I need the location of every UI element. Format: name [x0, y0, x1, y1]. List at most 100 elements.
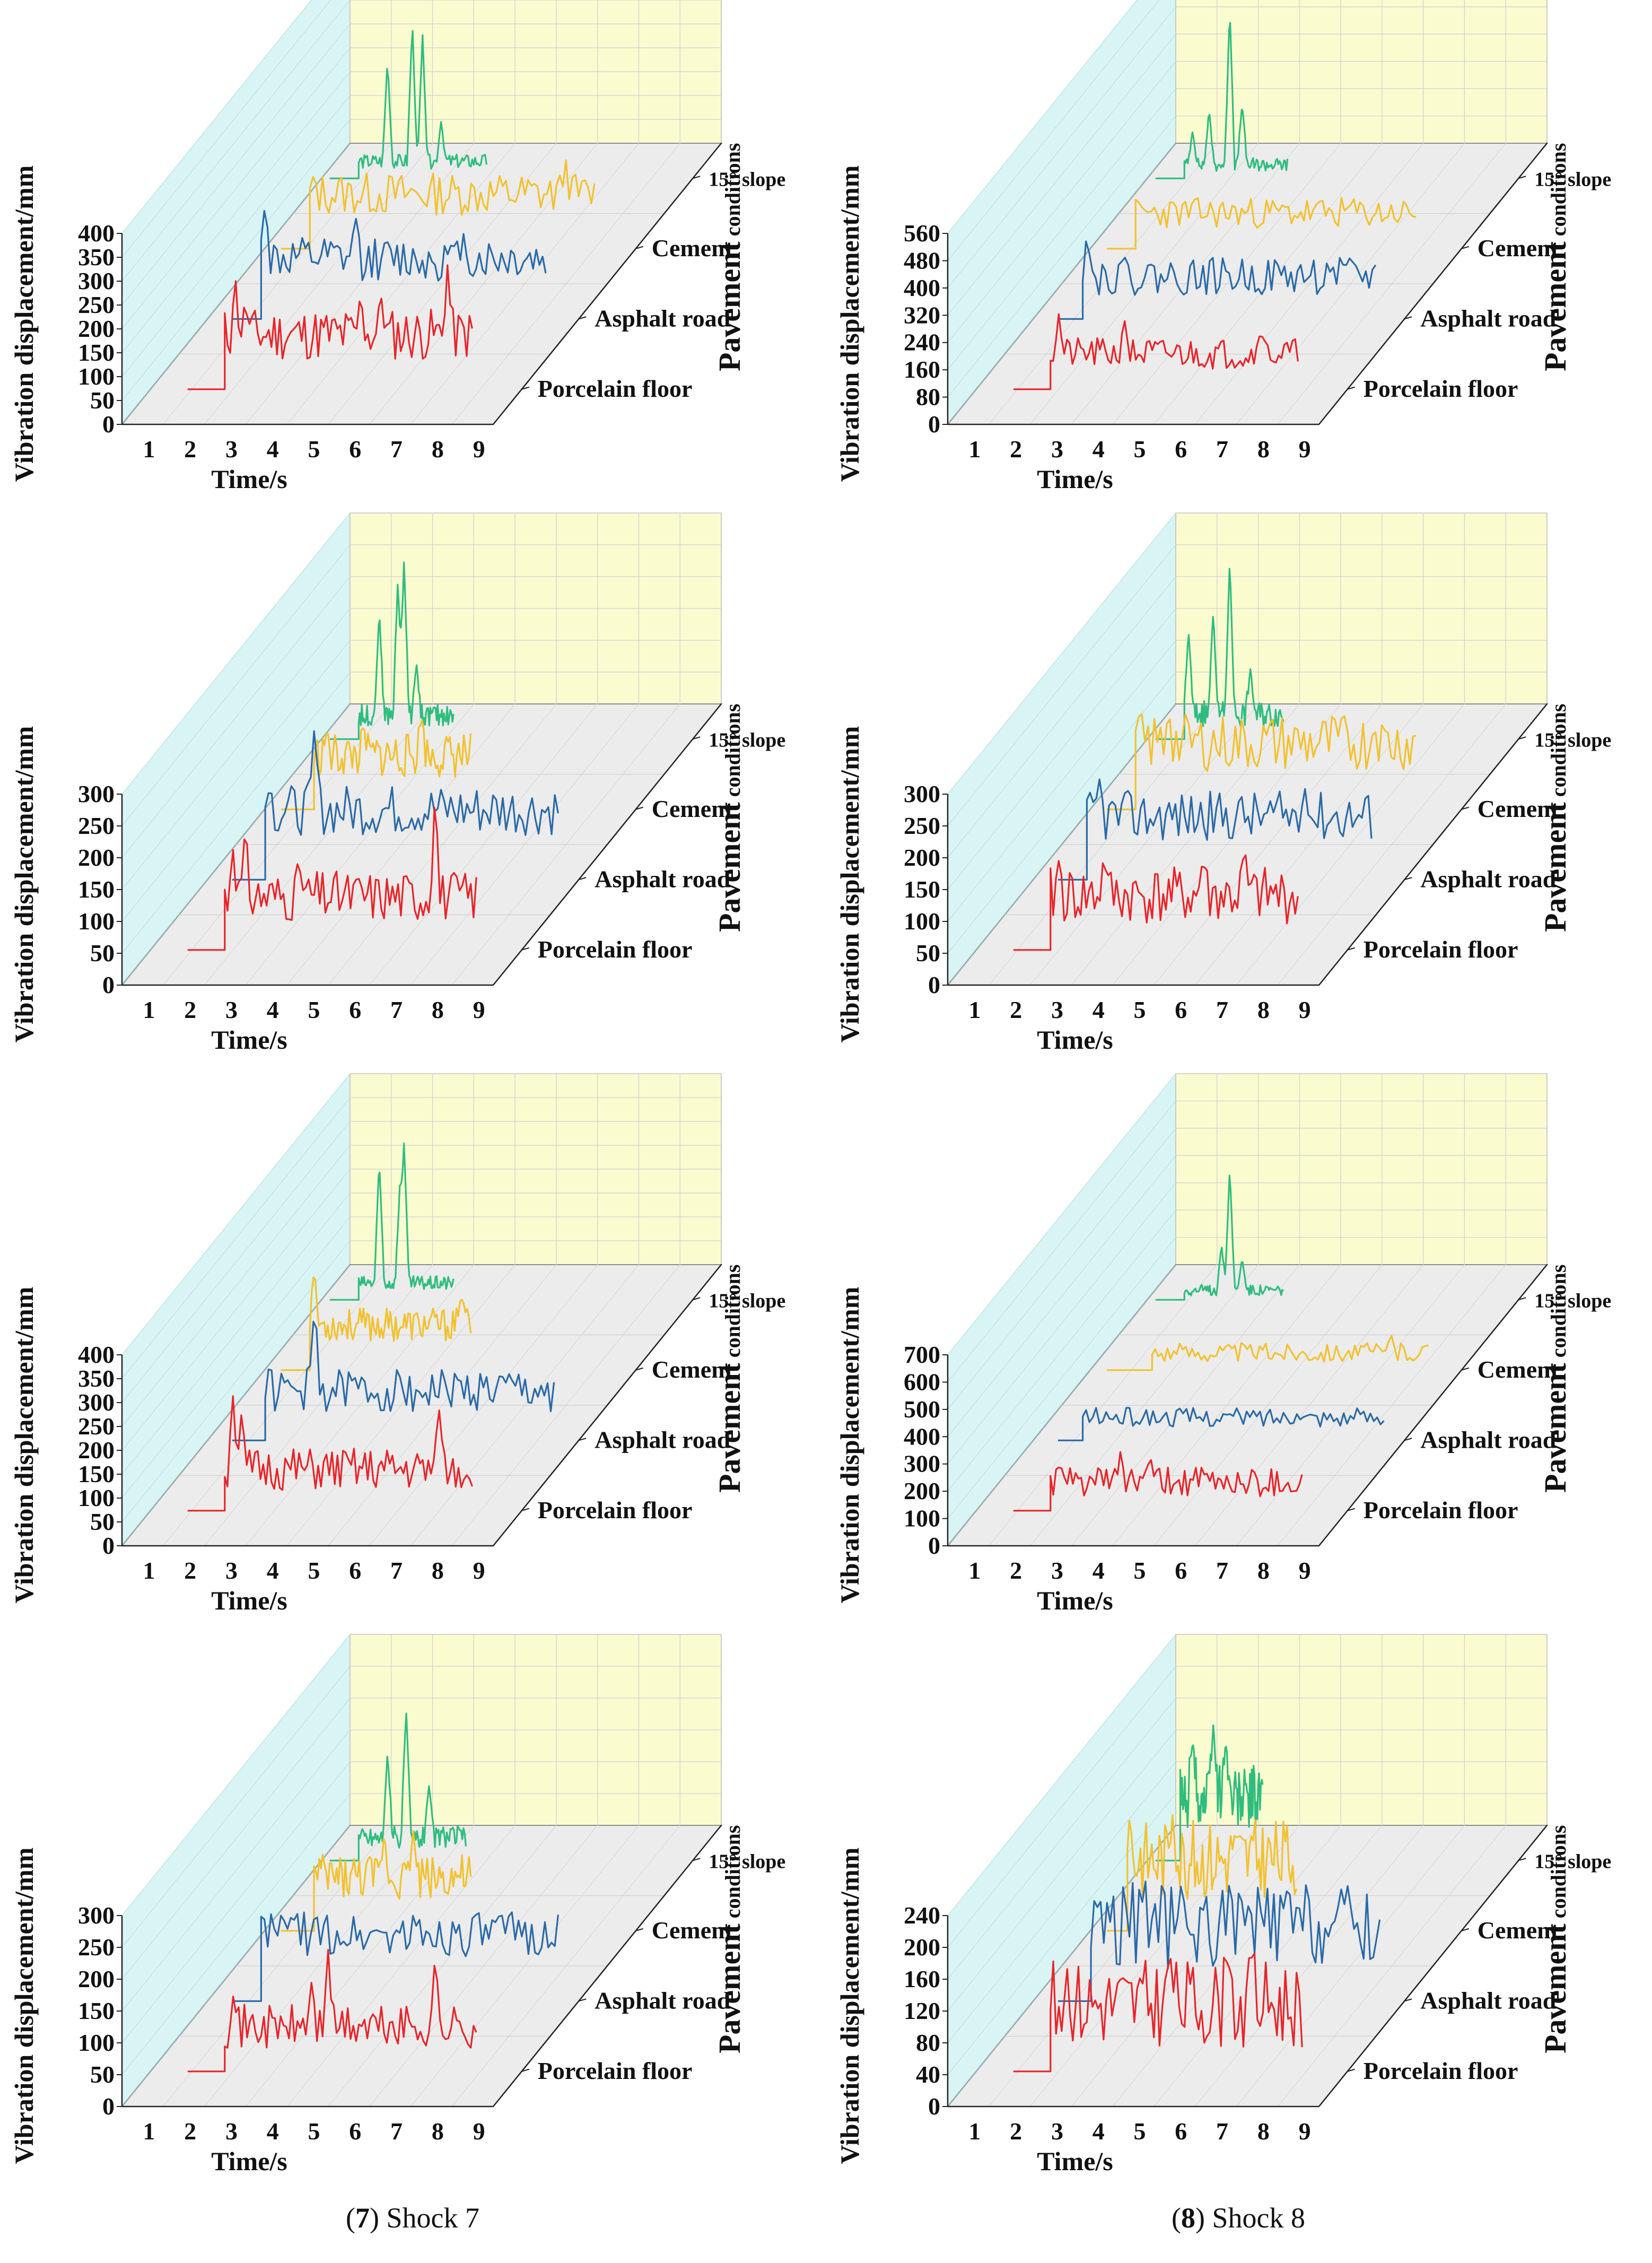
- x-tick-label: 1: [143, 1557, 155, 1584]
- series-line-porcelain-floor: [187, 1949, 477, 2073]
- y-tick-label: 300: [78, 780, 115, 807]
- x-tick-label: 6: [1175, 436, 1187, 463]
- z-axis-line: [493, 143, 722, 425]
- x-tick-label: 1: [143, 436, 155, 463]
- x-tick-label: 5: [1134, 436, 1146, 463]
- y-tick-label: 350: [78, 243, 115, 271]
- z-tick-mark: [1518, 1858, 1526, 1861]
- z-tick-mark: [1461, 246, 1470, 249]
- y-tick-label: 80: [916, 2029, 940, 2056]
- z-tick-mark: [1347, 386, 1356, 390]
- z-tick-mark: [1404, 316, 1412, 320]
- x-tick-label: 8: [1257, 1557, 1270, 1584]
- category-label: 15° slope: [709, 168, 785, 190]
- z-tick-mark: [635, 806, 644, 810]
- y-tick-label: 240: [904, 1902, 940, 1929]
- wall-grid-line: [947, 0, 1160, 261]
- x-tick-label: 4: [1092, 436, 1105, 463]
- wall-grid-line: [121, 119, 351, 401]
- x-tick-label: 5: [1134, 1557, 1146, 1584]
- y-tick-label: 120: [904, 1997, 940, 2024]
- series-line-asphalt-road: [1057, 240, 1377, 320]
- wall-grid-line: [121, 23, 351, 306]
- y-tick-label: 150: [904, 876, 940, 903]
- category-label: Porcelain floor: [538, 375, 693, 402]
- y-tick-label: 0: [928, 411, 940, 438]
- z-tick-mark: [1404, 877, 1412, 881]
- wall-grid-line: [947, 1793, 1176, 2075]
- z-tick-mark: [1518, 176, 1526, 179]
- y-tick-label: 250: [78, 1413, 115, 1440]
- wall-grid-line: [947, 116, 1176, 397]
- wall-grid-line: [121, 512, 351, 795]
- z-axis-title-initial: P: [712, 353, 747, 371]
- x-tick-label: 4: [267, 996, 279, 1023]
- z-tick-mark: [521, 1508, 530, 1511]
- wall-grid-line: [947, 640, 1176, 922]
- category-label: Asphalt road: [1420, 865, 1556, 892]
- wall-grid-line: [121, 0, 331, 258]
- y-tick-label: 250: [78, 291, 115, 318]
- series-line-porcelain-floor: [1013, 1451, 1303, 1512]
- y-tick-label: 240: [904, 329, 940, 356]
- x-tick-label: 5: [1134, 996, 1146, 1023]
- wall-grid-line: [947, 1073, 1176, 1355]
- category-label: Asphalt road: [595, 1987, 730, 2014]
- series-line-slope-15: [1155, 1174, 1284, 1301]
- z-axis-line: [493, 1825, 722, 2107]
- category-label: Cement: [652, 1917, 733, 1944]
- y-tick-label: 300: [904, 780, 940, 807]
- caption-close-paren: ): [1195, 2202, 1205, 2234]
- z-axis-title-word1: avement: [712, 1923, 747, 2035]
- wall-grid-line: [947, 512, 1176, 795]
- series-line-porcelain-floor: [187, 806, 477, 951]
- category-label: 15° slope: [1534, 729, 1611, 751]
- category-label: Cement: [1478, 1356, 1559, 1383]
- y-tick-label: 300: [904, 1450, 940, 1477]
- z-tick-mark: [635, 246, 644, 249]
- chart-panel-7: 0 50 100 150 200 250 300 1 2 3 4 5 6 7 8 9 Porcelain flo…: [9, 1633, 785, 2234]
- x-tick-label: 8: [1257, 2118, 1270, 2145]
- wall-grid-line: [121, 47, 351, 329]
- y-tick-label: 150: [78, 339, 115, 366]
- wall-grid-line: [947, 544, 1176, 826]
- z-axis-line: [1318, 703, 1548, 986]
- y-tick-label: 0: [102, 1532, 115, 1559]
- z-tick-mark: [635, 1367, 644, 1371]
- wall-grid-line: [947, 1128, 1176, 1410]
- x-tick-label: 3: [225, 996, 238, 1023]
- y-tick-label: 320: [904, 301, 940, 328]
- category-label: 15° slope: [709, 1850, 785, 1873]
- z-axis-title-initial: P: [712, 913, 747, 932]
- y-tick-label: 50: [90, 2061, 115, 2088]
- series-line-cement: [1106, 197, 1417, 250]
- y-tick-label: 100: [78, 363, 115, 390]
- category-label: Porcelain floor: [538, 2057, 693, 2084]
- y-tick-label: 300: [78, 1902, 115, 1929]
- x-tick-label: 3: [1051, 996, 1063, 1023]
- z-axis-line: [1318, 1825, 1548, 2107]
- y-tick-label: 300: [78, 267, 115, 294]
- category-label: Porcelain floor: [538, 936, 693, 963]
- wall-grid-line: [947, 33, 1176, 316]
- series-line-cement: [1106, 1335, 1429, 1371]
- wall-grid-line: [947, 6, 1176, 289]
- z-axis-title-word1: avement: [712, 1363, 747, 1474]
- y-axis-title: Vibration displacement/mm: [835, 166, 864, 482]
- wall-grid-line: [947, 1237, 1176, 1519]
- caption-open-paren: (: [346, 2202, 355, 2234]
- y-axis-title: Vibration displacement/mm: [835, 1848, 864, 2164]
- z-axis-title-word2: conditions: [721, 143, 745, 237]
- category-label: Asphalt road: [595, 865, 730, 892]
- x-tick-label: 9: [473, 996, 485, 1023]
- x-tick-label: 3: [225, 1557, 238, 1584]
- category-label: Cement: [1478, 234, 1559, 262]
- z-tick-mark: [1461, 1367, 1470, 1371]
- y-tick-label: 0: [102, 971, 115, 998]
- y-tick-label: 400: [904, 274, 940, 301]
- x-axis-title: Time/s: [211, 464, 287, 494]
- series-line-porcelain-floor: [1013, 313, 1299, 390]
- series-line-cement: [281, 1276, 472, 1371]
